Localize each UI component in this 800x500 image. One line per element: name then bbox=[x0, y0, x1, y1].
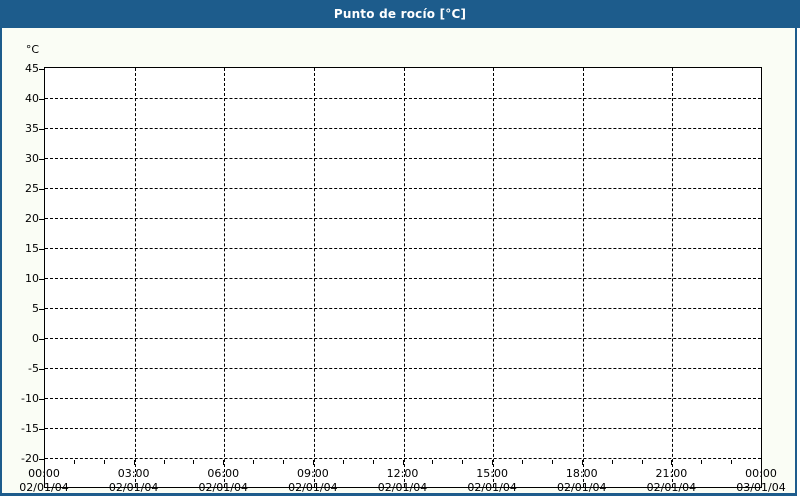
y-tick-label: 0 bbox=[32, 332, 39, 345]
v-gridline bbox=[403, 68, 405, 487]
x-minor-tick bbox=[701, 460, 703, 464]
x-tick-time-label: 00:00 bbox=[745, 467, 777, 480]
h-gridline bbox=[45, 458, 761, 459]
x-minor-tick bbox=[163, 460, 165, 464]
x-tick-date-label: 02/01/04 bbox=[557, 481, 607, 494]
y-tick bbox=[39, 129, 44, 130]
x-minor-tick bbox=[462, 460, 464, 464]
y-tick bbox=[39, 279, 44, 280]
y-tick bbox=[39, 399, 44, 400]
y-tick-label: 25 bbox=[25, 182, 39, 195]
x-tick-date-label: 02/01/04 bbox=[108, 481, 159, 494]
x-tick-date-label: 02/01/04 bbox=[646, 481, 697, 494]
x-minor-tick bbox=[193, 460, 195, 464]
v-gridline bbox=[134, 68, 136, 487]
y-tick bbox=[39, 459, 44, 460]
x-major-tick bbox=[44, 460, 45, 465]
y-tick-label: 10 bbox=[25, 272, 39, 285]
x-major-tick bbox=[402, 460, 404, 465]
h-gridline bbox=[45, 98, 761, 99]
chart-panel: 45 40 35 30 25 20 15 10 5 0 -5 -10 -15 -20 °C 00:00 02/0… bbox=[0, 28, 797, 496]
x-tick-time-label: 00:00 bbox=[28, 467, 60, 480]
x-tick-time-label: 06:00 bbox=[207, 467, 240, 480]
x-major-tick bbox=[312, 460, 314, 465]
y-tick bbox=[39, 249, 44, 250]
x-tick-date-label: 02/01/04 bbox=[198, 481, 248, 494]
y-tick-label: -10 bbox=[21, 392, 39, 405]
x-minor-tick bbox=[522, 460, 523, 464]
x-minor-tick bbox=[372, 460, 374, 464]
x-major-tick bbox=[492, 460, 494, 465]
x-tick-time-label: 09:00 bbox=[297, 467, 329, 480]
x-minor-tick bbox=[551, 460, 553, 464]
y-tick-label: -20 bbox=[21, 452, 39, 465]
h-gridline bbox=[45, 128, 761, 129]
x-minor-tick bbox=[611, 460, 613, 464]
x-tick-time-label: 21:00 bbox=[655, 467, 688, 480]
y-tick bbox=[39, 159, 44, 160]
x-minor-tick bbox=[432, 460, 434, 464]
x-tick-date-label: 02/01/04 bbox=[467, 481, 517, 494]
x-major-tick bbox=[223, 460, 225, 465]
x-minor-tick bbox=[73, 460, 75, 464]
h-gridline bbox=[45, 398, 761, 399]
y-tick bbox=[39, 369, 44, 370]
x-minor-tick bbox=[641, 460, 643, 464]
y-tick-label: -5 bbox=[28, 362, 39, 375]
h-gridline bbox=[45, 338, 761, 339]
x-tick-time-label: 03:00 bbox=[117, 467, 150, 480]
y-tick bbox=[39, 339, 44, 340]
x-tick-time-label: 15:00 bbox=[476, 467, 508, 480]
x-tick-date-label: 03/01/04 bbox=[736, 481, 786, 494]
x-major-tick bbox=[671, 460, 673, 465]
y-tick-label: 5 bbox=[32, 302, 39, 315]
v-gridline bbox=[313, 68, 315, 487]
y-tick-label: 40 bbox=[25, 92, 39, 105]
h-gridline bbox=[45, 428, 761, 429]
chart-title-bar: Punto de rocío [°C] bbox=[0, 0, 800, 28]
h-gridline bbox=[45, 188, 761, 189]
y-tick bbox=[39, 429, 44, 430]
v-gridline bbox=[493, 68, 495, 487]
y-tick bbox=[39, 99, 44, 100]
y-tick-label: 20 bbox=[25, 212, 39, 225]
y-tick-label: 45 bbox=[25, 62, 39, 75]
y-tick-label: -15 bbox=[21, 422, 39, 435]
x-minor-tick bbox=[731, 460, 733, 464]
x-minor-tick bbox=[253, 460, 255, 464]
x-minor-tick bbox=[342, 460, 344, 464]
h-gridline bbox=[45, 278, 761, 279]
y-tick bbox=[39, 189, 44, 190]
x-tick-date-label: 02/01/04 bbox=[19, 481, 69, 494]
h-gridline bbox=[45, 218, 761, 219]
y-tick bbox=[39, 219, 44, 220]
h-gridline bbox=[45, 308, 761, 309]
x-tick-time-label: 12:00 bbox=[386, 467, 419, 480]
y-tick-label: 35 bbox=[25, 122, 39, 135]
h-gridline bbox=[45, 368, 761, 369]
x-major-tick bbox=[581, 460, 583, 465]
x-tick-date-label: 02/01/04 bbox=[288, 481, 338, 494]
chart-title: Punto de rocío [°C] bbox=[333, 7, 467, 21]
x-major-tick bbox=[133, 460, 135, 465]
y-axis-unit-label: °C bbox=[25, 43, 39, 56]
y-tick bbox=[39, 69, 44, 70]
x-tick-time-label: 18:00 bbox=[565, 467, 598, 480]
x-major-tick bbox=[761, 460, 762, 465]
v-gridline bbox=[672, 68, 674, 487]
x-tick-date-label: 02/01/04 bbox=[377, 481, 428, 494]
h-gridline bbox=[45, 158, 761, 159]
y-tick-label: 30 bbox=[25, 152, 39, 165]
x-minor-tick bbox=[103, 460, 105, 464]
v-gridline bbox=[224, 68, 226, 487]
plot-area bbox=[44, 67, 762, 488]
v-gridline bbox=[582, 68, 584, 487]
h-gridline bbox=[45, 248, 761, 249]
y-tick-label: 15 bbox=[25, 242, 39, 255]
y-tick bbox=[39, 309, 44, 310]
x-minor-tick bbox=[283, 460, 284, 464]
